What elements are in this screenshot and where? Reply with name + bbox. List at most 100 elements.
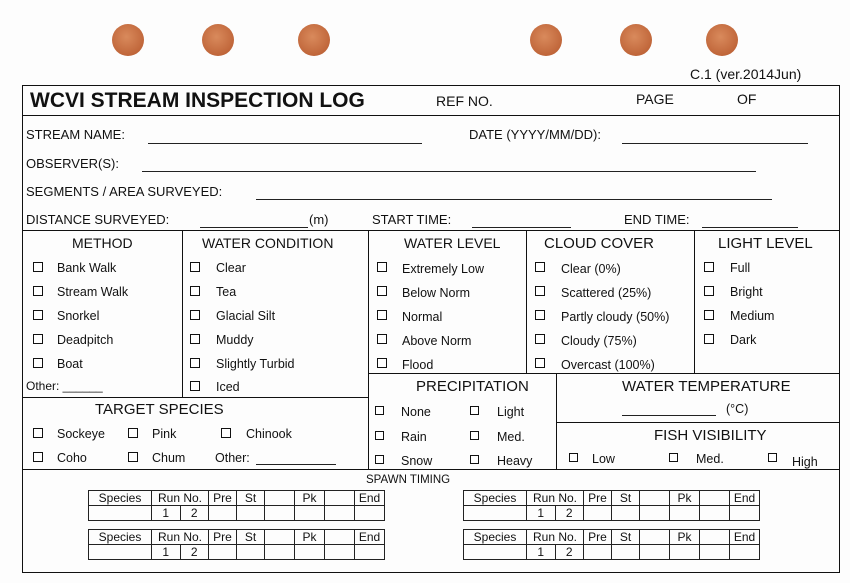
fish-visibility-checkbox-high[interactable] bbox=[768, 453, 777, 462]
water-level-checkbox-extremely-low[interactable] bbox=[377, 262, 387, 272]
method-checkbox-bank-walk[interactable] bbox=[33, 262, 43, 272]
target-species-checkbox-chinook[interactable] bbox=[221, 428, 231, 438]
spawn-entry-row[interactable]: 1 2 bbox=[463, 505, 760, 521]
target-species-title: TARGET SPECIES bbox=[95, 401, 224, 418]
water-level-checkbox-flood[interactable] bbox=[377, 358, 387, 368]
method-other[interactable]: Other: ______ bbox=[26, 379, 103, 393]
run-no-header: Run No. bbox=[151, 490, 209, 506]
run-no-1[interactable]: 1 bbox=[151, 505, 181, 521]
observers-label: OBSERVER(S): bbox=[26, 156, 119, 171]
target-species-option-chinook: Chinook bbox=[246, 427, 292, 441]
precipitation-option-none: None bbox=[401, 405, 431, 419]
light-level-checkbox-dark[interactable] bbox=[704, 334, 714, 344]
light-level-checkbox-medium[interactable] bbox=[704, 310, 714, 320]
spawn-table-4[interactable]: Species Run No. Pre St Pk End 1 2 bbox=[463, 529, 760, 560]
distance-field[interactable] bbox=[200, 227, 308, 228]
spawn-entry-row[interactable]: 1 2 bbox=[88, 505, 385, 521]
run-no-2[interactable]: 2 bbox=[179, 505, 209, 521]
target-species-option-coho: Coho bbox=[57, 451, 87, 465]
start-time-field[interactable] bbox=[472, 227, 571, 228]
punch-hole-1 bbox=[112, 24, 144, 56]
segments-field[interactable] bbox=[256, 199, 772, 200]
water-level-option-above-norm: Above Norm bbox=[402, 334, 472, 348]
run-no-2[interactable]: 2 bbox=[554, 544, 584, 560]
water-level-checkbox-above-norm[interactable] bbox=[377, 334, 387, 344]
st-header: St bbox=[611, 529, 640, 545]
observers-field[interactable] bbox=[142, 171, 756, 172]
water-temperature-field[interactable] bbox=[622, 415, 716, 416]
method-checkbox-stream-walk[interactable] bbox=[33, 286, 43, 296]
cloud-cover-option-clear: Clear (0%) bbox=[561, 262, 621, 276]
punch-hole-4 bbox=[530, 24, 562, 56]
cloud-cover-checkbox-clear[interactable] bbox=[535, 262, 545, 272]
end-time-label: END TIME: bbox=[624, 212, 690, 227]
spawn-header-row: Species Run No. Pre St Pk End bbox=[463, 490, 760, 506]
run-no-1[interactable]: 1 bbox=[526, 505, 556, 521]
method-checkbox-deadpitch[interactable] bbox=[33, 334, 43, 344]
spawn-header-row: Species Run No. Pre St Pk End bbox=[88, 529, 385, 545]
water-condition-option-tea: Tea bbox=[216, 285, 237, 299]
target-species-checkbox-coho[interactable] bbox=[33, 452, 43, 462]
cloud-cover-option-cloudy: Cloudy (75%) bbox=[561, 334, 637, 348]
cloud-cover-checkbox-overcast[interactable] bbox=[535, 358, 545, 368]
target-species-option-chum: Chum bbox=[152, 451, 186, 465]
date-field[interactable] bbox=[622, 143, 808, 144]
fish-visibility-option-med: Med. bbox=[696, 452, 724, 466]
precipitation-checkbox-heavy[interactable] bbox=[470, 455, 479, 464]
water-condition-checkbox-clear[interactable] bbox=[190, 262, 200, 272]
water-level-checkbox-below-norm[interactable] bbox=[377, 286, 387, 296]
cloud-cover-checkbox-partly-cloudy[interactable] bbox=[535, 310, 545, 320]
stream-name-field[interactable] bbox=[148, 143, 422, 144]
fish-visibility-option-low: Low bbox=[592, 452, 615, 466]
spawn-table-3[interactable]: Species Run No. Pre St Pk End 1 2 bbox=[88, 529, 385, 560]
run-no-2[interactable]: 2 bbox=[179, 544, 209, 560]
end-header: End bbox=[729, 529, 760, 545]
method-checkbox-snorkel[interactable] bbox=[33, 310, 43, 320]
method-checkbox-boat[interactable] bbox=[33, 358, 43, 368]
fish-visibility-title: FISH VISIBILITY bbox=[654, 427, 767, 444]
fish-visibility-checkbox-low[interactable] bbox=[569, 453, 578, 462]
distance-unit: (m) bbox=[309, 212, 329, 227]
light-level-title: LIGHT LEVEL bbox=[718, 235, 813, 252]
cloud-cover-checkbox-cloudy[interactable] bbox=[535, 334, 545, 344]
target-species-checkbox-chum[interactable] bbox=[128, 452, 138, 462]
precipitation-checkbox-rain[interactable] bbox=[375, 431, 384, 440]
water-condition-option-slightly-turbid: Slightly Turbid bbox=[216, 357, 295, 371]
precipitation-option-light: Light bbox=[497, 405, 525, 419]
water-condition-option-glacial-silt: Glacial Silt bbox=[216, 309, 276, 323]
water-condition-checkbox-tea[interactable] bbox=[190, 286, 200, 296]
species-header: Species bbox=[463, 490, 527, 506]
cloud-cover-option-overcast: Overcast (100%) bbox=[561, 358, 655, 372]
target-species-other-field[interactable] bbox=[256, 464, 336, 465]
spawn-entry-row[interactable]: 1 2 bbox=[463, 544, 760, 560]
water-temperature-title: WATER TEMPERATURE bbox=[622, 378, 791, 395]
precipitation-checkbox-none[interactable] bbox=[375, 406, 384, 415]
precipitation-option-heavy: Heavy bbox=[497, 454, 533, 468]
fish-visibility-checkbox-med[interactable] bbox=[669, 453, 678, 462]
method-option-deadpitch: Deadpitch bbox=[57, 333, 114, 347]
end-header: End bbox=[729, 490, 760, 506]
water-condition-checkbox-muddy[interactable] bbox=[190, 334, 200, 344]
run-no-1[interactable]: 1 bbox=[151, 544, 181, 560]
light-level-checkbox-bright[interactable] bbox=[704, 286, 714, 296]
spawn-table-1[interactable]: Species Run No. Pre St Pk End 1 2 bbox=[88, 490, 385, 521]
run-no-1[interactable]: 1 bbox=[526, 544, 556, 560]
light-level-checkbox-full[interactable] bbox=[704, 262, 714, 272]
target-species-checkbox-sockeye[interactable] bbox=[33, 428, 43, 438]
precipitation-checkbox-med[interactable] bbox=[470, 431, 479, 440]
water-condition-checkbox-slightly-turbid[interactable] bbox=[190, 358, 200, 368]
run-no-2[interactable]: 2 bbox=[554, 505, 584, 521]
precipitation-checkbox-light[interactable] bbox=[470, 406, 479, 415]
date-label: DATE (YYYY/MM/DD): bbox=[469, 127, 601, 142]
spawn-table-2[interactable]: Species Run No. Pre St Pk End 1 2 bbox=[463, 490, 760, 521]
spawn-entry-row[interactable]: 1 2 bbox=[88, 544, 385, 560]
method-option-bank-walk: Bank Walk bbox=[57, 261, 117, 275]
target-species-checkbox-pink[interactable] bbox=[128, 428, 138, 438]
water-level-checkbox-normal[interactable] bbox=[377, 310, 387, 320]
cloud-cover-checkbox-scattered[interactable] bbox=[535, 286, 545, 296]
water-condition-checkbox-iced[interactable] bbox=[190, 381, 200, 391]
pre-header: Pre bbox=[208, 529, 237, 545]
end-time-field[interactable] bbox=[702, 227, 798, 228]
precipitation-checkbox-snow[interactable] bbox=[375, 455, 384, 464]
water-condition-checkbox-glacial-silt[interactable] bbox=[190, 310, 200, 320]
